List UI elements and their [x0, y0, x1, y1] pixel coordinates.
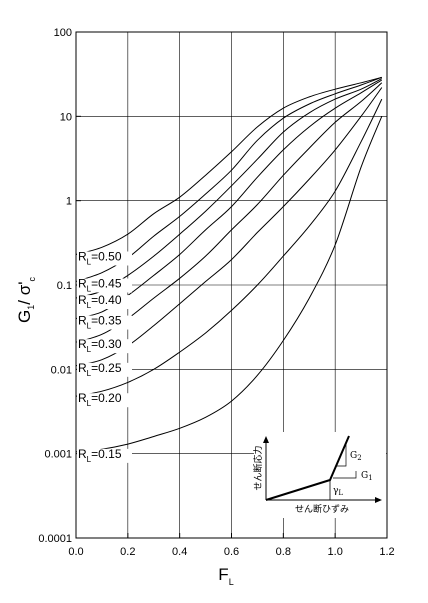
series-label-bg: [77, 295, 132, 310]
inset-g2-label: G2: [350, 451, 362, 462]
inset-g1-sub: 1: [368, 474, 372, 482]
inset-gamma-label: γL: [333, 486, 343, 497]
series-label-sub: L: [87, 369, 92, 378]
series-label-r: R: [78, 277, 87, 291]
series-label-r: R: [78, 391, 87, 405]
series-label-sub: L: [87, 399, 92, 408]
y-tick-label: 100: [54, 27, 72, 39]
plot-frame: [75, 31, 388, 539]
series-label-value: =0.50: [91, 249, 122, 263]
series-label-value: =0.40: [91, 293, 122, 307]
series-label-r: R: [78, 249, 87, 263]
series-label: RL=0.50: [78, 249, 122, 266]
series-label: RL=0.15: [78, 447, 122, 464]
x-tick-labels: 0.0 0.2 0.4 0.6 0.8 1.0 1.2: [68, 546, 394, 558]
y-axis-title-mid: / σ': [15, 282, 34, 305]
series-line: [75, 76, 382, 255]
series-label: RL=0.20: [78, 391, 122, 408]
series-labels: RL=0.50RL=0.45RL=0.40RL=0.35RL=0.30RL=0.…: [77, 249, 132, 464]
x-axis-title-sub: L: [229, 577, 234, 587]
series-label-value: =0.15: [91, 447, 122, 461]
inset-g2-sub: 2: [357, 454, 361, 462]
x-tick-label: 1.0: [328, 546, 343, 558]
x-tick-label: 0.6: [224, 546, 239, 558]
inset-background: [254, 432, 386, 518]
series-label-sub: L: [87, 285, 92, 294]
series-label-sub: L: [87, 345, 92, 354]
inset-gamma-main: γ: [333, 486, 338, 496]
series-layer: [75, 76, 383, 453]
series-label: RL=0.30: [78, 337, 122, 354]
y-tick-label: 0.01: [51, 364, 72, 376]
series-label-sub: L: [87, 257, 92, 266]
series-label: RL=0.40: [78, 293, 122, 310]
inset-g1-main: G: [361, 471, 368, 481]
series-label-sub: L: [87, 301, 92, 310]
series-label-bg: [77, 448, 132, 463]
series-label: RL=0.35: [78, 314, 122, 331]
inset-g2-main: G: [350, 451, 357, 461]
series-label-sub: L: [87, 322, 92, 331]
x-tick-label: 0.4: [172, 546, 187, 558]
series-label-value: =0.25: [91, 361, 122, 375]
series-label-value: =0.30: [91, 337, 122, 351]
series-label: RL=0.45: [78, 277, 122, 294]
inset-y-label: せん断応力: [252, 445, 264, 490]
series-label-value: =0.45: [91, 277, 122, 291]
series-label-r: R: [78, 314, 87, 328]
y-axis-title-sub1: 1: [26, 305, 36, 310]
inset-x-arrow: [375, 497, 382, 503]
y-axis-title-sub2: c: [27, 277, 37, 282]
inset-diagram: G2 G1 γL せん断ひずみ せん断応力: [252, 432, 386, 518]
x-tick-label: 0.8: [276, 546, 291, 558]
series-line: [75, 78, 383, 299]
series-label-r: R: [78, 293, 87, 307]
series-label-bg: [77, 251, 132, 266]
series-label-bg: [77, 278, 132, 293]
y-tick-label: 0.0001: [38, 533, 72, 545]
y-tick-label: 1: [66, 196, 72, 208]
x-tick-label: 1.2: [379, 546, 394, 558]
series-label: RL=0.25: [78, 361, 122, 378]
inset-g2-triangle: [336, 443, 347, 467]
inset-gamma-sub: L: [338, 489, 343, 497]
series-label-r: R: [78, 337, 87, 351]
series-label-r: R: [78, 361, 87, 375]
series-label-bg: [77, 393, 132, 408]
y-tick-labels: 0.0001 0.001 0.01 0.1 1 10 100: [38, 27, 72, 545]
series-label-bg: [77, 315, 132, 330]
x-axis-title-main: F: [218, 565, 228, 584]
series-label-r: R: [78, 447, 87, 461]
inset-y-arrow: [263, 436, 269, 443]
series-label-bg: [77, 362, 132, 377]
series-label-bg: [77, 339, 132, 354]
series-label-sub: L: [87, 455, 92, 464]
x-tick-label: 0.0: [68, 546, 83, 558]
series-line: [75, 116, 383, 453]
x-tick-label: 0.2: [120, 546, 135, 558]
x-axis-title: FL: [218, 565, 233, 587]
series-label-value: =0.20: [91, 391, 122, 405]
series-label-value: =0.35: [91, 314, 122, 328]
inset-x-label: せん断ひずみ: [295, 503, 349, 515]
inset-g1-label: G1: [361, 471, 373, 482]
y-axis-title-main: G: [15, 310, 34, 323]
y-tick-label: 10: [60, 111, 72, 123]
series-line: [75, 98, 383, 397]
y-tick-label: 0.1: [57, 280, 72, 292]
y-tick-label: 0.001: [44, 449, 72, 461]
inset-g1-triangle: [333, 471, 357, 479]
y-axis-title: G1/ σ'c: [15, 277, 37, 323]
